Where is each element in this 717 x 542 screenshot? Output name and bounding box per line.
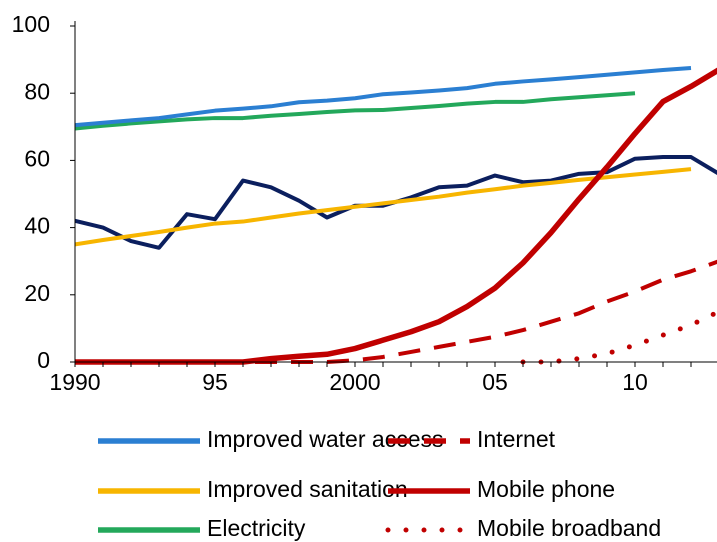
x-tick-label: 1990 (49, 369, 100, 395)
series-line (75, 91, 636, 131)
legend-label: Electricity (207, 515, 306, 541)
legend-label: Mobile broadband (477, 515, 661, 541)
series-line (75, 259, 717, 364)
x-tick-label: 95 (202, 369, 228, 395)
x-tick-label: 10 (622, 369, 648, 395)
y-tick-label: 0 (37, 347, 50, 373)
y-tick-label: 20 (24, 280, 50, 306)
series-line (520, 309, 717, 365)
legend-label: Improved sanitation (207, 476, 408, 502)
y-tick-label: 100 (12, 11, 50, 37)
legend-label: Internet (477, 426, 556, 452)
x-tick-label: 2000 (329, 369, 380, 395)
plot-area (75, 66, 717, 365)
x-tick-label: 05 (482, 369, 508, 395)
series-line (75, 66, 692, 128)
series-line (75, 167, 692, 247)
legend-label: Mobile phone (477, 476, 615, 502)
y-tick-label: 60 (24, 145, 50, 171)
y-tick-label: 80 (24, 78, 50, 104)
series-line (75, 67, 717, 365)
y-tick-label: 40 (24, 213, 50, 239)
